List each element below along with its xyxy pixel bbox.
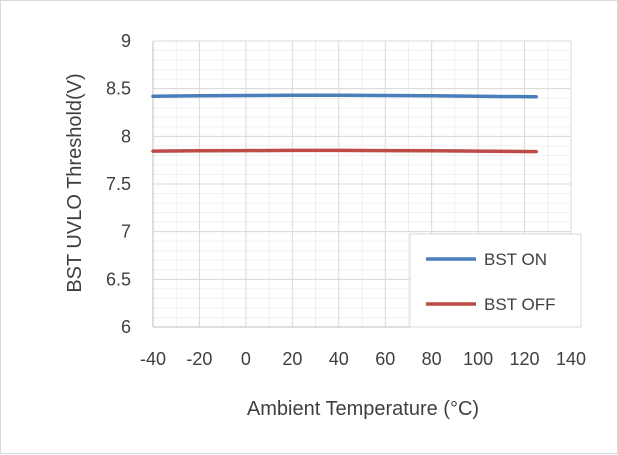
x-tick-labels: -40 -20 0 20 40 60 80 100 120 140 (140, 349, 586, 369)
x-tick-label: 20 (282, 349, 302, 369)
legend: BST ON BST OFF (409, 233, 582, 328)
x-tick-label: 80 (422, 349, 442, 369)
series-line-bst-on (151, 93, 538, 99)
y-tick-label: 9 (121, 31, 131, 51)
x-tick-label: 60 (375, 349, 395, 369)
legend-label-bst-on: BST ON (484, 250, 547, 269)
legend-box (409, 233, 582, 328)
y-tick-label: 7.5 (106, 174, 131, 194)
y-tick-label: 6 (121, 317, 131, 337)
x-tick-label: 100 (463, 349, 493, 369)
x-tick-label: 40 (329, 349, 349, 369)
y-tick-label: 8.5 (106, 79, 131, 99)
y-tick-label: 8 (121, 126, 131, 146)
y-tick-labels: 6 6.5 7 7.5 8 8.5 9 (106, 31, 131, 337)
x-tick-label: -40 (140, 349, 166, 369)
legend-label-bst-off: BST OFF (484, 295, 555, 314)
y-tick-label: 6.5 (106, 269, 131, 289)
series-line-bst-off (151, 148, 538, 154)
x-tick-label: 0 (241, 349, 251, 369)
y-tick-label: 7 (121, 222, 131, 242)
x-tick-label: 120 (510, 349, 540, 369)
x-axis-title: Ambient Temperature (°C) (247, 398, 479, 420)
y-axis-title: BST UVLO Threshold(V) (64, 73, 86, 292)
x-tick-label: 140 (556, 349, 586, 369)
x-tick-label: -20 (186, 349, 212, 369)
series-lines (151, 93, 538, 154)
